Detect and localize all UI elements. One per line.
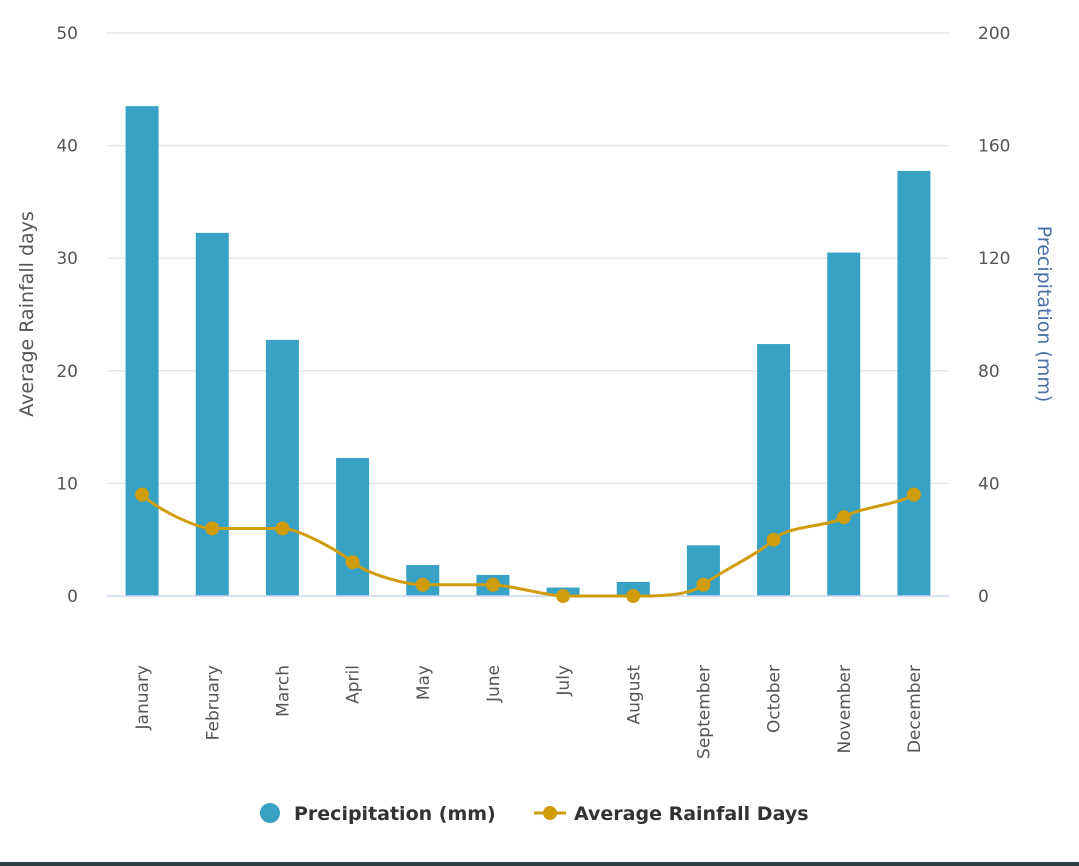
right-axis-ticks: 0 40 80 120 160 200	[978, 24, 1010, 607]
x-axis-labels: January February March April May June July Augu…	[133, 665, 925, 759]
point-october	[766, 532, 781, 547]
right-tick-label: 40	[978, 474, 1000, 494]
rainfall-days-points	[135, 487, 921, 603]
bar-january	[125, 106, 159, 596]
gridlines	[107, 32, 949, 485]
left-tick-label: 0	[67, 587, 78, 607]
bar-april	[336, 458, 370, 596]
right-tick-label: 160	[978, 137, 1010, 157]
x-tick-label: December	[905, 665, 925, 753]
point-january	[135, 487, 150, 502]
legend-rainfall-label: Average Rainfall Days	[574, 803, 809, 825]
legend-precipitation-marker	[260, 803, 280, 823]
bar-november	[827, 252, 861, 596]
point-march	[275, 521, 290, 536]
point-december	[906, 487, 921, 502]
rainfall-days-line	[141, 493, 915, 598]
x-tick-label: November	[835, 665, 855, 753]
x-tick-label: June	[484, 665, 504, 703]
point-may	[415, 577, 430, 592]
bottom-bar	[0, 862, 1079, 866]
x-tick-label: February	[203, 665, 223, 740]
point-november	[836, 510, 851, 525]
x-tick-label: August	[624, 665, 644, 725]
legend-item-rainfall-days[interactable]: Average Rainfall Days	[534, 803, 809, 825]
x-tick-label: March	[273, 665, 293, 717]
point-february	[205, 521, 220, 536]
bar-february	[195, 232, 229, 597]
point-july	[556, 589, 571, 603]
left-tick-label: 20	[56, 362, 78, 382]
left-tick-label: 10	[56, 474, 78, 494]
bar-october	[757, 344, 791, 596]
legend: Precipitation (mm) Average Rainfall Days	[260, 803, 809, 825]
x-tick-label: September	[694, 665, 714, 759]
precipitation-bars	[125, 106, 931, 597]
left-tick-label: 40	[56, 137, 78, 157]
left-axis-ticks: 0 10 20 30 40 50	[56, 24, 78, 607]
left-axis-title: Average Rainfall days	[16, 211, 38, 417]
bar-august	[616, 581, 650, 596]
right-tick-label: 120	[978, 249, 1010, 269]
left-tick-label: 30	[56, 249, 78, 269]
legend-rainfall-marker	[543, 806, 557, 820]
point-august	[626, 589, 641, 603]
x-tick-label: May	[414, 665, 434, 700]
right-tick-label: 0	[978, 587, 989, 607]
right-tick-label: 80	[978, 362, 1000, 382]
x-tick-label: July	[554, 665, 574, 697]
point-april	[345, 555, 360, 570]
x-tick-label: January	[133, 665, 153, 730]
point-june	[485, 577, 500, 592]
x-tick-label: October	[765, 665, 785, 733]
x-tick-label: April	[344, 665, 364, 704]
legend-item-precipitation[interactable]: Precipitation (mm)	[260, 803, 496, 825]
point-september	[696, 577, 711, 592]
right-axis-title: Precipitation (mm)	[1033, 226, 1055, 403]
legend-precipitation-label: Precipitation (mm)	[294, 803, 496, 825]
bar-december	[897, 170, 931, 596]
left-tick-label: 50	[56, 24, 78, 44]
bar-march	[265, 339, 299, 596]
right-tick-label: 200	[978, 24, 1010, 44]
